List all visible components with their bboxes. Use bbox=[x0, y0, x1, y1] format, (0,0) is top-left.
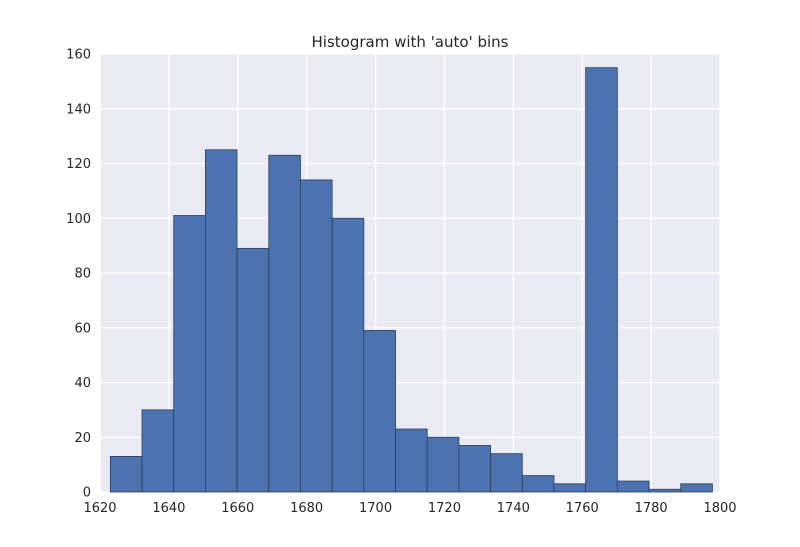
histogram-bar-17 bbox=[616, 480, 650, 493]
x-tick-label-1680: 1680 bbox=[290, 501, 323, 516]
histogram-bar-13 bbox=[490, 453, 523, 493]
x-tick-label-1800: 1800 bbox=[703, 501, 736, 516]
histogram-bar-14 bbox=[521, 475, 555, 493]
histogram-bars bbox=[109, 67, 713, 493]
histogram-bar-9 bbox=[363, 330, 396, 493]
x-tick-label-1640: 1640 bbox=[152, 501, 185, 516]
histogram-bar-11 bbox=[426, 436, 460, 493]
y-tick-label-0: 0 bbox=[83, 486, 91, 501]
x-tick-label-1740: 1740 bbox=[497, 501, 530, 516]
x-tick-label-1720: 1720 bbox=[428, 501, 461, 516]
histogram-bar-4 bbox=[204, 149, 238, 493]
y-tick-label-160: 160 bbox=[66, 48, 91, 63]
chart-title: Histogram with 'auto' bins bbox=[312, 33, 509, 51]
histogram-bar-18 bbox=[648, 488, 682, 493]
x-tick-label-1760: 1760 bbox=[566, 501, 599, 516]
y-tick-label-20: 20 bbox=[74, 431, 91, 446]
histogram-bar-6 bbox=[268, 154, 301, 493]
y-axis-ticks: 0 20 40 60 80 100 120 140 160 bbox=[66, 48, 91, 501]
histogram-bar-1 bbox=[109, 456, 143, 493]
x-tick-label-1700: 1700 bbox=[359, 501, 392, 516]
y-tick-label-120: 120 bbox=[66, 157, 91, 172]
histogram-bar-10 bbox=[395, 428, 428, 493]
x-tick-label-1620: 1620 bbox=[83, 501, 116, 516]
histogram-bar-8 bbox=[331, 217, 365, 493]
histogram-bar-12 bbox=[458, 445, 491, 493]
x-tick-label-1660: 1660 bbox=[221, 501, 254, 516]
histogram-bar-16 bbox=[585, 67, 618, 493]
y-tick-label-80: 80 bbox=[74, 267, 91, 282]
y-tick-label-100: 100 bbox=[66, 212, 91, 227]
y-tick-label-60: 60 bbox=[74, 321, 91, 336]
x-tick-label-1780: 1780 bbox=[635, 501, 668, 516]
histogram-bar-19 bbox=[680, 483, 713, 493]
histogram-bar-5 bbox=[236, 247, 270, 493]
y-tick-label-40: 40 bbox=[74, 376, 91, 391]
histogram-bar-2 bbox=[141, 409, 175, 493]
x-axis-ticks: 1620 1640 1660 1680 1700 1720 1740 1760 1780 1800 bbox=[83, 501, 736, 516]
histogram-bar-3 bbox=[173, 215, 206, 493]
y-tick-label-140: 140 bbox=[66, 102, 91, 117]
histogram-bar-15 bbox=[553, 483, 587, 493]
histogram-bar-7 bbox=[300, 179, 333, 493]
